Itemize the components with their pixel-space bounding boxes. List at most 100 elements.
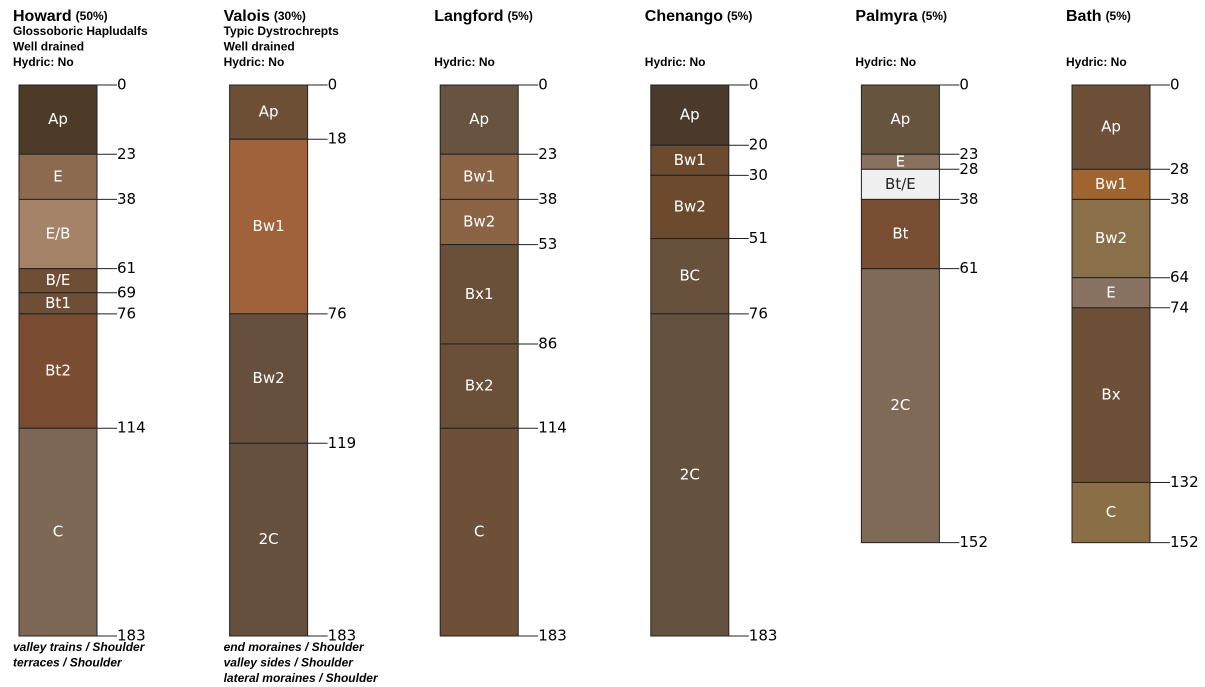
profile-percent: (30%) (274, 9, 306, 23)
depth-label: 183 (328, 627, 357, 645)
horizon-label: Ap (48, 110, 68, 128)
profile-info: Typic Dystrochrepts (224, 24, 339, 38)
depth-label: 38 (1170, 190, 1189, 208)
horizon-label: Bw2 (674, 197, 706, 215)
horizon (439, 198, 519, 246)
depth-label: 183 (538, 627, 567, 645)
profile-info: Hydric: No (224, 55, 285, 69)
horizon-label: Bx (1101, 386, 1120, 404)
depth-label: 38 (538, 190, 557, 208)
horizon-label: Bw2 (253, 369, 285, 387)
horizon-label: Bt2 (45, 362, 71, 380)
horizon (860, 268, 940, 544)
horizon (229, 84, 309, 140)
horizon-label: Ap (469, 110, 489, 128)
horizon (18, 198, 98, 270)
depth-label: 18 (328, 130, 347, 148)
depth-label: 76 (749, 304, 768, 322)
horizon (650, 174, 730, 240)
profile-name: Howard (13, 8, 72, 25)
profile-percent: (5%) (1106, 9, 1131, 23)
horizon-label: Bw1 (1095, 175, 1127, 193)
profile-title: Palmyra (5%) (855, 8, 947, 25)
profile-title: Chenango (5%) (645, 8, 753, 25)
profile-percent: (50%) (76, 9, 108, 23)
landform: lateral moraines / Shoulder (224, 671, 379, 685)
horizon (650, 313, 730, 637)
profile-info: Hydric: No (645, 55, 706, 69)
depth-label: 38 (117, 190, 136, 208)
profile-info: Glossoboric Hapludalfs (13, 24, 148, 38)
horizon-label: Ap (259, 103, 279, 121)
profile-name: Valois (224, 8, 270, 25)
depth-label: 64 (1170, 268, 1189, 286)
horizon-label: C (53, 523, 63, 541)
horizon-label: Bw2 (1095, 229, 1127, 247)
profile-title: Valois (30%) (224, 8, 306, 25)
horizon-label: Bx1 (465, 285, 494, 303)
profile-info: Hydric: No (13, 55, 74, 69)
horizon-label: Bt1 (45, 294, 71, 312)
depth-label: 0 (538, 76, 548, 94)
horizon (1071, 84, 1151, 170)
horizon-label: E/B (46, 225, 71, 243)
horizon-label: Bx2 (465, 377, 494, 395)
horizon-label: B/E (46, 271, 71, 289)
profile-percent: (5%) (508, 9, 533, 23)
profile-info: Hydric: No (434, 55, 495, 69)
depth-label: 61 (117, 259, 136, 277)
profile-title: Bath (5%) (1066, 8, 1131, 25)
horizon-label: C (474, 523, 484, 541)
depth-label: 61 (959, 259, 978, 277)
horizon (18, 153, 98, 200)
horizon-label: Bt/E (885, 175, 916, 193)
profile-name: Langford (434, 8, 503, 25)
landform: terraces / Shoulder (13, 656, 123, 670)
horizon (439, 84, 519, 155)
horizon-label: E (896, 152, 905, 170)
landform: valley sides / Shoulder (224, 656, 355, 670)
horizon (18, 84, 98, 155)
horizon (18, 427, 98, 637)
horizon (650, 238, 730, 315)
horizon-label: Bt (892, 225, 908, 243)
landform: end moraines / Shoulder (224, 640, 365, 654)
horizon (1071, 481, 1151, 544)
depth-label: 152 (959, 533, 988, 551)
profile-info: Hydric: No (855, 55, 916, 69)
depth-label: 69 (117, 283, 136, 301)
depth-label: 23 (959, 145, 978, 163)
depth-label: 0 (117, 76, 127, 94)
depth-label: 51 (749, 229, 768, 247)
depth-label: 0 (959, 76, 969, 94)
landform: valley trains / Shoulder (13, 640, 146, 654)
profile-info: Well drained (224, 40, 295, 54)
horizon (1071, 198, 1151, 279)
horizon (229, 313, 309, 444)
depth-label: 86 (538, 334, 557, 352)
profile-title: Langford (5%) (434, 8, 533, 25)
horizon (650, 144, 730, 176)
depth-label: 53 (538, 235, 557, 253)
horizon (860, 168, 940, 200)
depth-label: 152 (1170, 533, 1199, 551)
profile-percent: (5%) (922, 9, 947, 23)
profile-title: Howard (50%) (13, 8, 108, 25)
depth-label: 119 (328, 434, 357, 452)
horizon-label: 2C (890, 396, 910, 414)
depth-label: 38 (959, 190, 978, 208)
depth-label: 183 (749, 627, 778, 645)
depth-label: 132 (1170, 473, 1199, 491)
depth-label: 114 (117, 419, 146, 437)
depth-label: 28 (1170, 160, 1189, 178)
horizon (1071, 307, 1151, 483)
depth-label: 76 (328, 304, 347, 322)
depth-label: 0 (1170, 76, 1180, 94)
horizon (229, 442, 309, 637)
depth-label: 0 (749, 76, 759, 94)
horizon-label: Bw1 (463, 167, 495, 185)
horizon (860, 198, 940, 270)
horizon-label: 2C (680, 465, 700, 483)
horizon-label: C (1106, 503, 1116, 521)
depth-label: 76 (117, 304, 136, 322)
